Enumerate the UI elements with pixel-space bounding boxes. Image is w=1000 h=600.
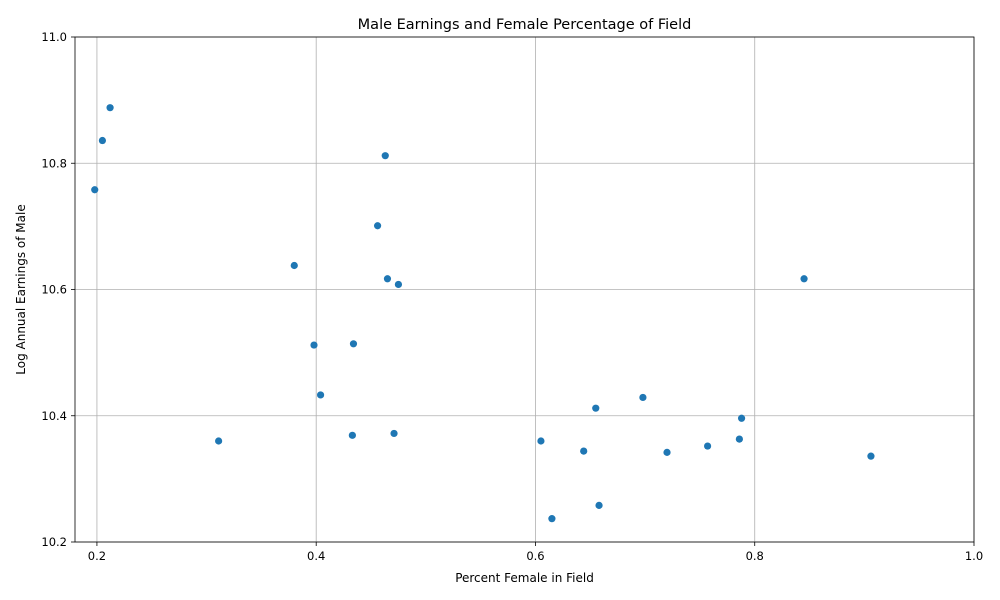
scatter-point — [595, 501, 603, 509]
grid-lines — [75, 36, 975, 543]
scatter-point — [349, 340, 358, 348]
scatter-point — [394, 280, 403, 289]
scatter-point — [215, 437, 223, 445]
scatter-point — [639, 393, 647, 402]
y-tick-label: 10.4 — [41, 409, 67, 423]
x-tick-label: 0.6 — [526, 549, 544, 563]
scatter-point — [106, 104, 114, 112]
scatter-point — [383, 275, 392, 283]
scatter-point — [867, 452, 875, 460]
x-tick-label: 1.0 — [965, 549, 983, 563]
scatter-point — [290, 261, 298, 270]
x-tick-label: 0.4 — [307, 549, 325, 563]
scatter-point — [592, 404, 600, 412]
y-tick-label: 10.2 — [41, 535, 67, 549]
scatter-point — [737, 414, 746, 422]
scatter-point — [663, 448, 671, 456]
scatter-point — [390, 429, 398, 438]
scatter-point — [703, 442, 712, 450]
scatter-point — [310, 341, 318, 349]
axis-ticks: 0.2 0.4 0.6 0.8 1.0 10.2 10.4 10.6 10.8 11.0 — [41, 30, 983, 563]
y-axis-label: Log Annual Earnings of Male — [14, 204, 28, 374]
data-points — [91, 104, 875, 523]
scatter-point — [735, 435, 743, 443]
scatter-point — [91, 186, 99, 194]
scatter-point — [381, 152, 389, 160]
scatter-point — [800, 275, 808, 283]
scatter-point — [580, 447, 588, 455]
scatter-point — [373, 222, 382, 230]
scatter-point — [537, 437, 545, 445]
y-tick-label: 10.6 — [41, 283, 67, 297]
x-axis-label: Percent Female in Field — [455, 571, 594, 585]
x-tick-label: 0.8 — [746, 549, 764, 563]
scatter-point — [348, 431, 356, 439]
scatter-point — [316, 391, 325, 399]
scatter-point — [98, 136, 107, 145]
x-tick-label: 0.2 — [88, 549, 106, 563]
chart-title: Male Earnings and Female Percentage of F… — [358, 17, 692, 33]
y-tick-label: 10.8 — [41, 156, 67, 170]
scatter-point — [548, 515, 556, 523]
y-tick-label: 11.0 — [41, 30, 67, 44]
